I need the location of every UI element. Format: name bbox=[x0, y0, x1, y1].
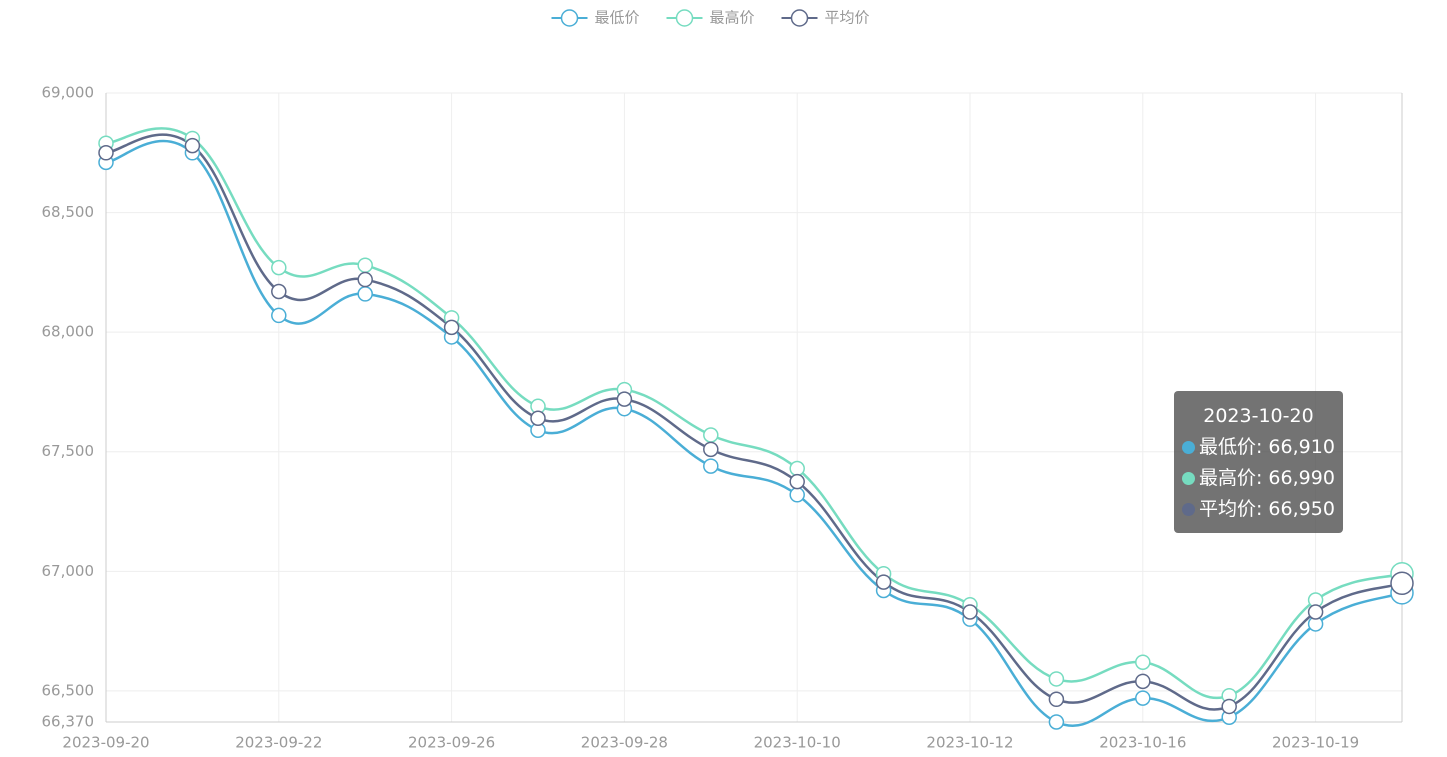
tooltip-value: 66,910 bbox=[1268, 436, 1335, 458]
y-tick-label: 68,500 bbox=[42, 203, 95, 221]
y-tick-label: 67,500 bbox=[42, 442, 95, 460]
legend-label: 最低价 bbox=[595, 9, 640, 27]
series-line bbox=[105, 133, 1403, 711]
point bbox=[789, 473, 805, 490]
point bbox=[530, 410, 546, 427]
point bbox=[1307, 604, 1324, 620]
point bbox=[1390, 571, 1414, 596]
point bbox=[1221, 698, 1237, 715]
x-tick-label: 2023-09-20 bbox=[62, 734, 149, 752]
point bbox=[789, 460, 805, 477]
tooltip-title: 2023-10-20 bbox=[1203, 405, 1314, 427]
tooltip-row: 最高价66,990 bbox=[1182, 463, 1335, 494]
x-tick-label: 2023-10-10 bbox=[754, 734, 841, 752]
point bbox=[703, 458, 719, 474]
legend-marker bbox=[790, 9, 809, 27]
x-tick-label: 2023-09-26 bbox=[408, 734, 495, 752]
tooltip-series-name: 最高价 bbox=[1199, 467, 1268, 489]
x-tick-label: 2023-10-19 bbox=[1272, 734, 1359, 752]
series-line bbox=[105, 127, 1403, 700]
point bbox=[703, 441, 719, 458]
point bbox=[271, 283, 287, 300]
tooltip-row: 平均价66,950 bbox=[1182, 494, 1335, 525]
point bbox=[271, 307, 287, 324]
tooltip-value: 66,950 bbox=[1268, 498, 1335, 520]
legend-marker bbox=[560, 9, 579, 27]
point bbox=[98, 145, 114, 161]
point bbox=[703, 427, 719, 443]
y-tick-label: 68,000 bbox=[42, 323, 95, 341]
point bbox=[875, 574, 892, 590]
legend-marker bbox=[675, 9, 694, 27]
point bbox=[1048, 691, 1065, 708]
point bbox=[1135, 654, 1151, 670]
point bbox=[357, 286, 373, 302]
tooltip-dot bbox=[1182, 472, 1195, 485]
tooltip-value: 66,990 bbox=[1268, 467, 1335, 489]
y-tick-label: 66,370 bbox=[42, 713, 95, 731]
series-line bbox=[105, 139, 1403, 728]
y-tick-label: 66,500 bbox=[42, 681, 95, 699]
x-tick-label: 2023-09-28 bbox=[581, 734, 668, 752]
point bbox=[789, 487, 805, 503]
x-tick-label: 2023-09-22 bbox=[235, 734, 322, 752]
tooltip-series-name: 最低价 bbox=[1199, 436, 1268, 458]
point bbox=[1135, 673, 1151, 690]
point bbox=[357, 257, 373, 273]
x-tick-label: 2023-10-12 bbox=[926, 734, 1013, 752]
point bbox=[184, 137, 201, 154]
tooltip-dot bbox=[1182, 503, 1195, 516]
tooltip-dot bbox=[1182, 441, 1195, 454]
point bbox=[443, 319, 460, 336]
tooltip-series-name: 平均价 bbox=[1199, 498, 1268, 520]
point bbox=[1135, 690, 1151, 706]
point bbox=[1048, 714, 1065, 730]
y-tick-label: 67,000 bbox=[42, 562, 95, 580]
point bbox=[616, 391, 633, 407]
x-tick-label: 2023-10-16 bbox=[1099, 734, 1186, 752]
legend-label: 最高价 bbox=[710, 9, 755, 27]
legend-label: 平均价 bbox=[825, 9, 870, 27]
tooltip-row: 最低价66,910 bbox=[1182, 432, 1335, 463]
point bbox=[271, 259, 287, 276]
tooltip: 2023-10-20最低价66,910最高价66,990平均价66,950 bbox=[1174, 391, 1343, 533]
point bbox=[1048, 671, 1065, 687]
point bbox=[357, 271, 373, 288]
y-tick-label: 69,000 bbox=[42, 84, 95, 102]
point bbox=[962, 604, 978, 620]
